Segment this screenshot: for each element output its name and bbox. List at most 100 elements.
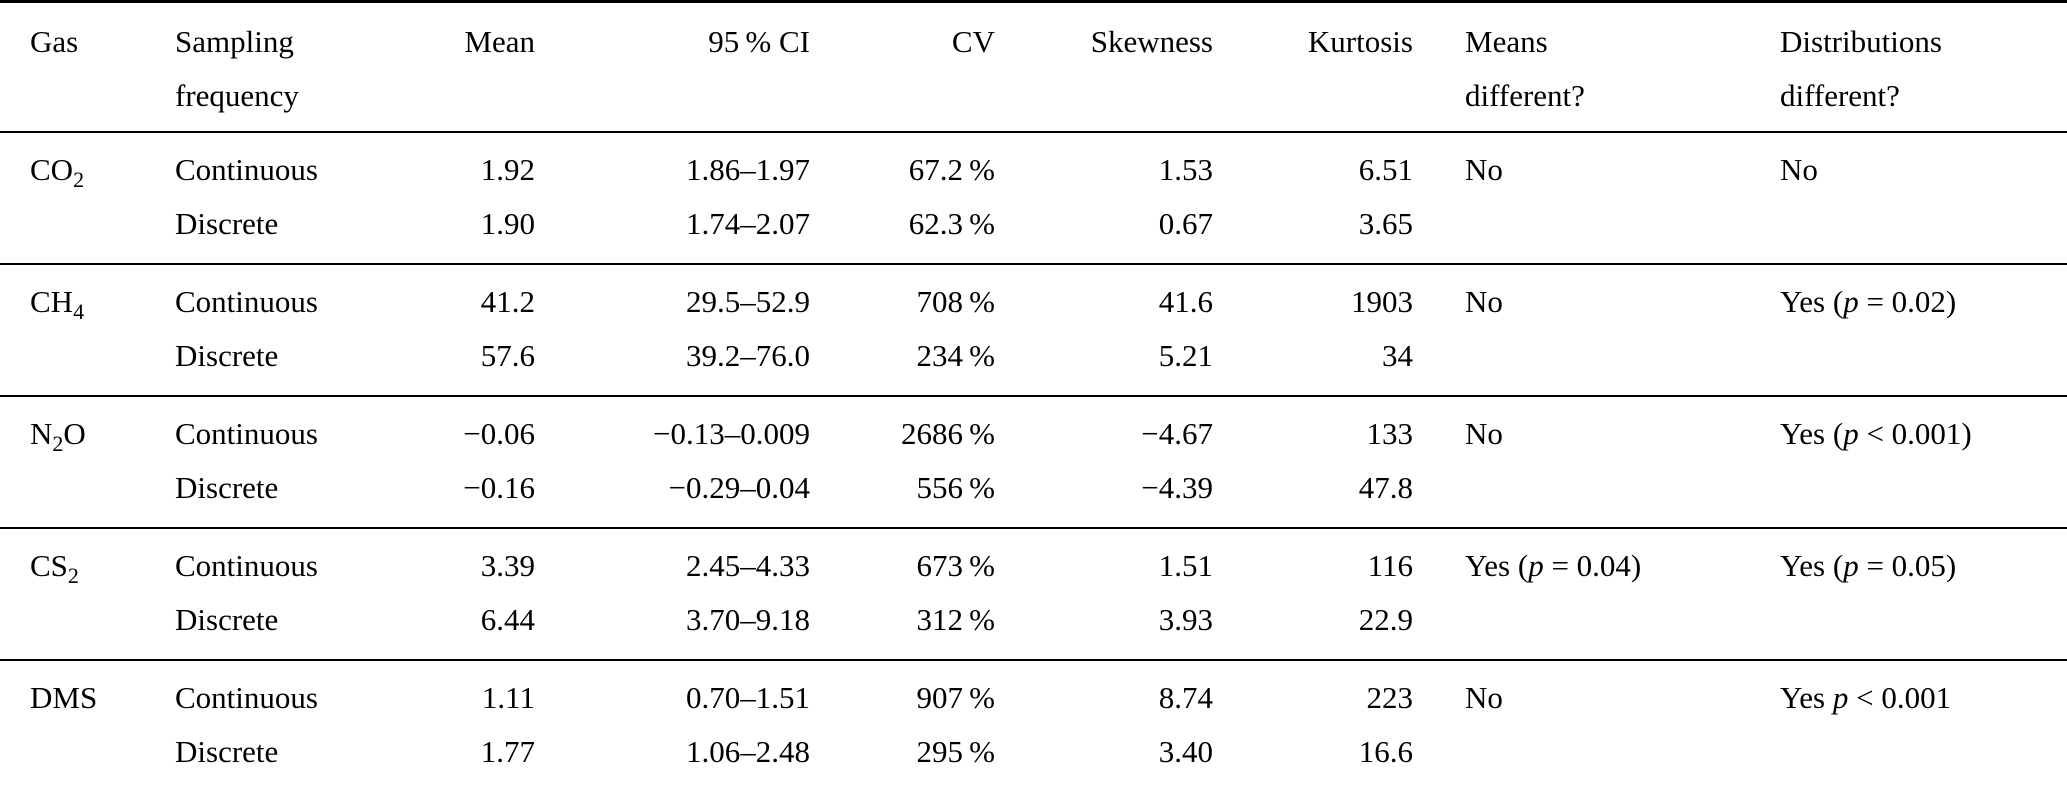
distributions-different-answer: Yes (p < 0.001) [1780, 416, 1972, 451]
kurtosis-cell: 22.9 [1358, 602, 1413, 637]
mean-cell: 1.11 [481, 680, 535, 715]
answer-pre: Yes ( [1780, 284, 1844, 319]
table-row: CH4 Continuous 41.2 29.5–52.9 708 % 41.6… [0, 264, 2067, 329]
ci-cell: 39.2–76.0 [686, 338, 810, 373]
skewness-cell: 1.53 [1158, 152, 1213, 187]
cv-cell: 556 % [916, 470, 995, 505]
answer-post: = 0.02) [1858, 284, 1957, 319]
sampling-frequency-cell: Discrete [175, 206, 279, 241]
gas-cell: CS2 [0, 528, 175, 660]
sampling-frequency-cell: Continuous [175, 680, 318, 715]
mean-cell: −0.06 [463, 416, 535, 451]
kurtosis-cell: 1903 [1351, 284, 1413, 319]
gas-formula-pre: CO [30, 152, 74, 187]
mean-cell: 1.77 [480, 734, 535, 769]
mean-cell: 1.90 [480, 206, 535, 241]
gas-group-n2o: N2O Continuous −0.06 −0.13–0.009 2686 % … [0, 396, 2067, 528]
answer-pre: No [1780, 152, 1818, 187]
sampling-frequency-cell: Discrete [175, 338, 279, 373]
table-row: Discrete −0.16 −0.29–0.04 556 % −4.39 47… [0, 461, 2067, 528]
ci-cell: 1.86–1.97 [686, 152, 810, 187]
means-different-answer: No [1465, 152, 1503, 187]
p-variable: p [1843, 416, 1859, 451]
header-sampling-frequency: Sampling frequency [175, 2, 430, 133]
cv-cell: 312 % [916, 602, 995, 637]
skewness-cell: 3.40 [1158, 734, 1213, 769]
mean-cell: −0.16 [463, 470, 535, 505]
skewness-cell: −4.39 [1141, 470, 1213, 505]
ci-cell: 0.70–1.51 [686, 680, 810, 715]
sampling-frequency-cell: Discrete [175, 734, 279, 769]
ci-cell: 1.06–2.48 [686, 734, 810, 769]
skewness-cell: 1.51 [1158, 548, 1213, 583]
gas-subscript: 4 [73, 299, 85, 325]
table-row: DMS Continuous 1.11 0.70–1.51 907 % 8.74… [0, 660, 2067, 725]
means-different-cell: No [1413, 132, 1780, 264]
gas-formula: N2O [30, 416, 86, 455]
gas-cell: CO2 [0, 132, 175, 264]
table-row: CS2 Continuous 3.39 2.45–4.33 673 % 1.51… [0, 528, 2067, 593]
cv-cell: 907 % [916, 680, 995, 715]
answer-post: = 0.05) [1858, 548, 1957, 583]
kurtosis-cell: 16.6 [1358, 734, 1413, 769]
means-different-cell: No [1413, 264, 1780, 396]
gas-formula: CO2 [30, 152, 84, 191]
means-different-answer: No [1465, 680, 1503, 715]
sampling-frequency-cell: Continuous [175, 548, 318, 583]
gas-cell: N2O [0, 396, 175, 528]
ci-cell: 29.5–52.9 [686, 284, 810, 319]
distributions-different-cell: No [1780, 132, 2067, 264]
header-95-ci: 95 % CI [708, 24, 810, 59]
skewness-cell: 5.21 [1158, 338, 1213, 373]
table-row: Discrete 1.77 1.06–2.48 295 % 3.40 16.6 [0, 725, 2067, 789]
mean-cell: 3.39 [480, 548, 535, 583]
means-different-answer: Yes (p = 0.04) [1465, 548, 1641, 583]
header-mean: Mean [464, 24, 535, 59]
table-row: N2O Continuous −0.06 −0.13–0.009 2686 % … [0, 396, 2067, 461]
distributions-different-cell: Yes (p < 0.001) [1780, 396, 2067, 528]
answer-pre: Yes [1780, 680, 1833, 715]
ci-cell: 3.70–9.18 [686, 602, 810, 637]
sampling-frequency-cell: Continuous [175, 416, 318, 451]
ci-cell: −0.29–0.04 [668, 470, 810, 505]
gas-formula-pre: DMS [30, 680, 98, 715]
means-different-answer: No [1465, 416, 1503, 451]
header-means-different: Means different? [1413, 2, 1780, 133]
gas-formula: CS2 [30, 548, 79, 587]
gas-subscript: 2 [67, 563, 79, 589]
skewness-cell: 3.93 [1158, 602, 1213, 637]
distributions-different-cell: Yes (p = 0.05) [1780, 528, 2067, 660]
gas-formula-pre: N [30, 416, 53, 451]
gas-group-cs2: CS2 Continuous 3.39 2.45–4.33 673 % 1.51… [0, 528, 2067, 660]
means-different-answer: No [1465, 284, 1503, 319]
table-row: Discrete 57.6 39.2–76.0 234 % 5.21 34 [0, 329, 2067, 396]
skewness-cell: 41.6 [1158, 284, 1213, 319]
table-row: CO2 Continuous 1.92 1.86–1.97 67.2 % 1.5… [0, 132, 2067, 197]
sampling-frequency-cell: Continuous [175, 152, 318, 187]
gas-formula-pre: CH [30, 284, 74, 319]
cv-cell: 673 % [916, 548, 995, 583]
table-row: Discrete 6.44 3.70–9.18 312 % 3.93 22.9 [0, 593, 2067, 660]
header-distributions-different-label: Distributions different? [1780, 24, 1942, 113]
sampling-frequency-cell: Continuous [175, 284, 318, 319]
p-variable: p [1843, 284, 1859, 319]
answer-post: < 0.001) [1858, 416, 1972, 451]
ci-cell: 2.45–4.33 [686, 548, 810, 583]
distributions-different-answer: Yes (p = 0.05) [1780, 548, 1956, 583]
ci-cell: −0.13–0.009 [653, 416, 810, 451]
mean-cell: 41.2 [480, 284, 535, 319]
kurtosis-cell: 223 [1366, 680, 1414, 715]
gas-subscript: 2 [73, 167, 85, 193]
mean-cell: 57.6 [480, 338, 535, 373]
kurtosis-cell: 34 [1382, 338, 1413, 373]
answer-post: < 0.001 [1848, 680, 1952, 715]
distributions-different-cell: Yes (p = 0.02) [1780, 264, 2067, 396]
cv-cell: 67.2 % [908, 152, 995, 187]
skewness-cell: −4.67 [1141, 416, 1213, 451]
p-variable: p [1832, 680, 1849, 715]
p-variable: p [1843, 548, 1859, 583]
sampling-frequency-cell: Discrete [175, 470, 279, 505]
sampling-frequency-cell: Discrete [175, 602, 279, 637]
